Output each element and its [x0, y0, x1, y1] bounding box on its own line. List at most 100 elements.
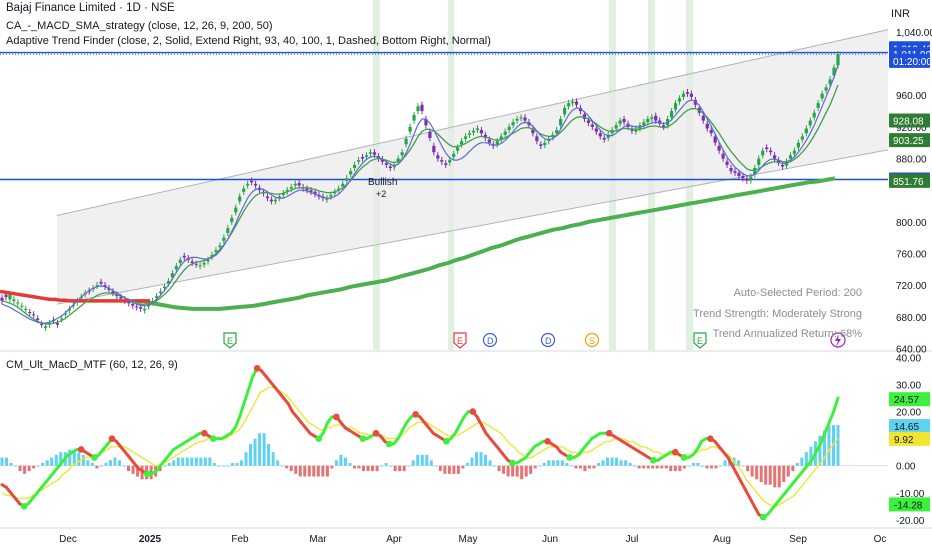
macd-histogram-bar — [240, 460, 244, 466]
macd-histogram-bar — [99, 465, 103, 467]
macd-histogram-bar — [637, 465, 641, 469]
x-tick-label: Aug — [713, 534, 731, 545]
macd-histogram-bar — [791, 465, 795, 472]
candle-body — [574, 101, 579, 105]
candle-body — [24, 308, 28, 310]
macd-cross-dot — [566, 454, 573, 461]
info-period: Auto-Selected Period: 200 — [733, 287, 862, 299]
macd-histogram-bar — [199, 457, 203, 466]
ma-red-line — [0, 289, 150, 303]
symbol-title[interactable]: Bajaj Finance Limited · 1D · NSE — [6, 2, 175, 14]
macd-histogram-bar — [434, 465, 438, 467]
macd-cross-dot — [385, 440, 393, 448]
x-tick-label: Apr — [386, 534, 402, 545]
macd-histogram-bar — [9, 463, 13, 466]
candle-body — [503, 131, 507, 135]
candle-body — [119, 296, 123, 299]
macd-histogram-bar — [515, 465, 519, 477]
macd-histogram-bar — [678, 465, 682, 472]
price-tag-text: 851.76 — [893, 177, 924, 188]
candle-body — [523, 117, 527, 121]
macd-cross-dot — [91, 454, 98, 461]
macd-histogram-bar — [474, 452, 478, 466]
macd-histogram-bar — [673, 465, 677, 472]
macd-value-tag-text: -14.28 — [894, 500, 923, 511]
candle-body — [250, 180, 254, 183]
macd-histogram-bar — [136, 465, 140, 477]
candle-body — [507, 126, 511, 131]
macd-line-segment — [823, 420, 831, 435]
candle-body — [238, 196, 242, 202]
candle-body — [186, 258, 190, 260]
price-tag-text: 903.25 — [893, 136, 924, 147]
macd-histogram-bar — [556, 460, 560, 466]
candle-body — [289, 187, 293, 189]
candle-body — [475, 128, 480, 131]
event-marker — [540, 332, 556, 348]
macd-histogram-bar — [836, 425, 840, 466]
macd-histogram-bar — [321, 465, 325, 477]
candle-body — [444, 163, 448, 165]
macd-histogram-bar — [371, 465, 375, 472]
price-tick-label: 640.00 — [896, 344, 927, 355]
candle-body — [59, 318, 64, 320]
macd-histogram-bar — [456, 465, 460, 474]
candle-body — [499, 136, 503, 140]
macd-histogram-bar — [470, 457, 474, 466]
candle-body — [662, 125, 666, 127]
candle-body — [226, 228, 230, 233]
candle-body — [483, 134, 487, 138]
candle-body — [689, 93, 694, 97]
macd-histogram-bar — [389, 465, 393, 467]
candle-body — [345, 178, 349, 181]
candle-body — [658, 120, 662, 124]
macd-histogram-bar — [217, 465, 221, 467]
macd-line-segment — [695, 439, 704, 451]
macd-histogram-bar — [610, 457, 614, 466]
ma-200-line — [139, 176, 836, 311]
macd-histogram-bar — [831, 425, 835, 466]
macd-histogram-bar — [316, 465, 320, 477]
macd-value-tag-text: 9.92 — [894, 435, 914, 446]
macd-histogram-bar — [398, 465, 402, 472]
macd-histogram-bar — [244, 452, 248, 466]
macd-histogram-bar — [77, 452, 81, 466]
candle-body — [765, 147, 769, 150]
macd-histogram-bar — [81, 454, 85, 466]
candle-body — [452, 153, 456, 157]
candle-body — [547, 139, 551, 142]
macd-histogram-bar — [375, 465, 379, 472]
macd-histogram-bar — [606, 457, 610, 466]
candle-body — [305, 188, 309, 191]
price-tag — [889, 53, 930, 68]
candle-body — [773, 155, 777, 159]
macd-histogram-bar — [601, 460, 605, 466]
currency-label[interactable]: INR — [891, 8, 910, 20]
macd-histogram-bar — [41, 463, 45, 466]
candle-body — [416, 106, 420, 112]
candle-body — [705, 123, 709, 129]
candle-body — [162, 286, 167, 289]
candle-body — [360, 156, 365, 159]
macd-cross-dot — [333, 413, 340, 421]
candle-body — [594, 128, 598, 132]
macd-histogram-bar — [497, 465, 501, 472]
candle-body — [396, 158, 400, 162]
macd-histogram-bar — [95, 465, 99, 469]
study-ult-macd-legend[interactable]: CM_Ult_MacD_MTF (60, 12, 26, 9) — [6, 359, 178, 371]
candle-body — [218, 245, 222, 248]
candle-body — [95, 285, 99, 287]
candle-body — [681, 93, 686, 97]
candle-body — [796, 142, 800, 148]
macd-histogram-bar — [615, 457, 619, 466]
study-trend-finder-legend[interactable]: Adaptive Trend Finder (close, 2, Solid, … — [6, 35, 491, 47]
candle-body — [341, 183, 345, 187]
price-tick-label: 920.00 — [896, 123, 927, 134]
study-macd-sma-legend[interactable]: CA_-_MACD_SMA_strategy (close, 12, 26, 9… — [6, 20, 273, 32]
x-tick-label: Jul — [626, 534, 639, 545]
macd-histogram-bar — [786, 465, 790, 477]
x-tick-label: Mar — [309, 534, 327, 545]
macd-histogram-bar — [628, 463, 632, 466]
